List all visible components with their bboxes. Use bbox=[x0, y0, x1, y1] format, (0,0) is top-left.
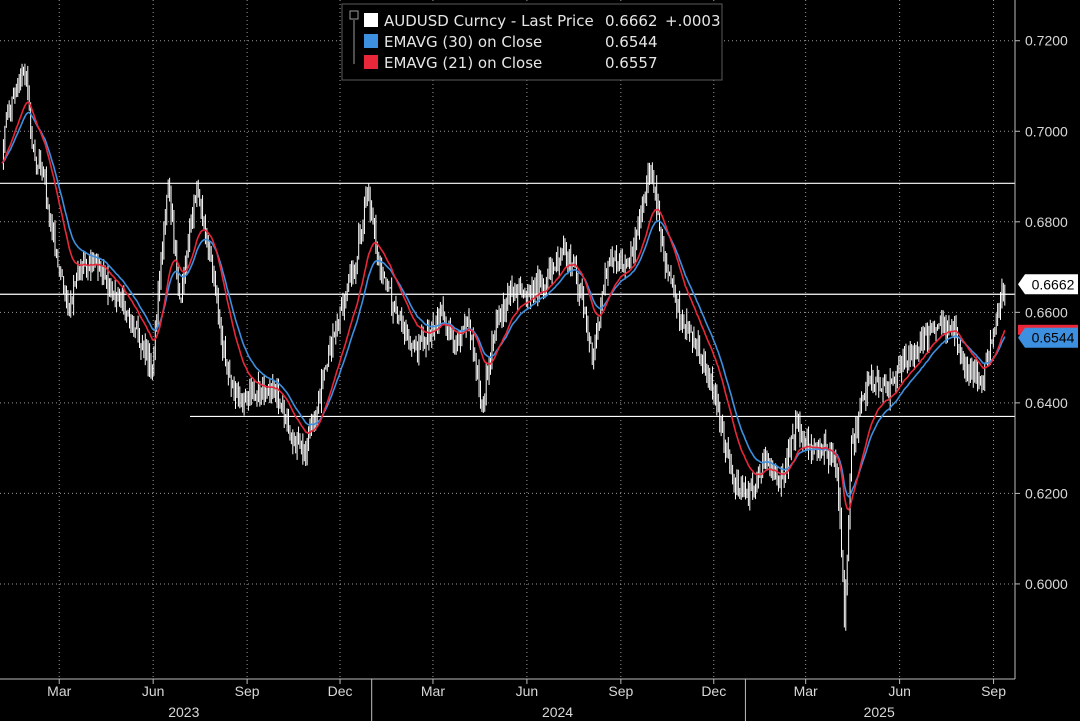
legend-price-value: 0.6662 bbox=[605, 12, 658, 30]
y-tick-label: 0.7000 bbox=[1025, 123, 1068, 139]
x-tick-label: Sep bbox=[981, 683, 1006, 699]
legend-ema30-name: EMAVG (30) on Close bbox=[384, 33, 542, 51]
legend-swatch-ema21 bbox=[364, 55, 378, 69]
legend: AUDUSD Curncy - Last Price 0.6662 +.0003… bbox=[341, 3, 723, 81]
y-tick-label: 0.6200 bbox=[1025, 485, 1068, 501]
x-axis-ticks: Mar Jun Sep Dec Mar Jun Sep Dec Mar Jun Sep 2023 202… bbox=[47, 679, 1006, 721]
y-tick-label: 0.6400 bbox=[1025, 395, 1068, 411]
x-tick-label: Mar bbox=[421, 683, 445, 699]
tag-label-price: 0.6662 bbox=[1032, 276, 1075, 292]
x-tick-label: Dec bbox=[328, 683, 353, 699]
x-tick-label: Jun bbox=[888, 683, 911, 699]
legend-collapse-icon[interactable] bbox=[349, 10, 359, 20]
x-tick-label: Sep bbox=[235, 683, 260, 699]
legend-price-change: +.0003 bbox=[665, 12, 721, 30]
x-tick-label: Dec bbox=[701, 683, 726, 699]
legend-ema21-name: EMAVG (21) on Close bbox=[384, 54, 542, 72]
ema21-series-line bbox=[1, 101, 1006, 511]
tag-price bbox=[1018, 274, 1078, 295]
x-tick-label: Mar bbox=[794, 683, 818, 699]
y-axis-ticks: 0.6000 0.6200 0.6400 0.6600 0.6800 0.7000 0.72… bbox=[1015, 33, 1068, 592]
x-tick-label: Mar bbox=[47, 683, 71, 699]
x-tick-label: Jun bbox=[142, 683, 165, 699]
y-tick-label: 0.6000 bbox=[1025, 576, 1068, 592]
y-tick-label: 0.6800 bbox=[1025, 214, 1068, 230]
tag-ema30 bbox=[1018, 327, 1078, 348]
price-series bbox=[2, 63, 1006, 631]
x-year-label: 2024 bbox=[542, 704, 573, 720]
y-tick-label: 0.7200 bbox=[1025, 33, 1068, 49]
x-tick-label: Jun bbox=[516, 683, 539, 699]
last-value-tags: 0.6662 0.6544 bbox=[1018, 274, 1078, 348]
x-tick-label: Sep bbox=[608, 683, 633, 699]
tag-label-ema30: 0.6544 bbox=[1032, 330, 1075, 346]
legend-swatch-ema30 bbox=[364, 34, 378, 48]
x-year-label: 2025 bbox=[864, 704, 895, 720]
y-tick-label: 0.6600 bbox=[1025, 304, 1068, 320]
legend-box bbox=[341, 3, 723, 81]
legend-ema30-value: 0.6544 bbox=[605, 33, 658, 51]
x-year-label: 2023 bbox=[168, 704, 199, 720]
legend-ema21-value: 0.6557 bbox=[605, 54, 658, 72]
legend-price-name: AUDUSD Curncy - Last Price bbox=[384, 12, 594, 30]
legend-swatch-price bbox=[364, 13, 378, 27]
